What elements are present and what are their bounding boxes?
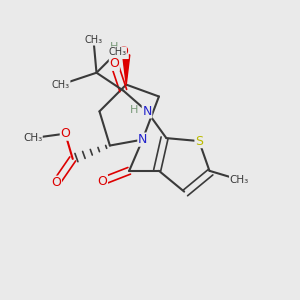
Text: O: O <box>110 57 119 70</box>
Text: N: N <box>138 133 147 146</box>
Text: CH₃: CH₃ <box>23 133 42 143</box>
Text: O: O <box>118 45 128 58</box>
Text: O: O <box>51 176 61 189</box>
Text: N: N <box>142 105 152 118</box>
Text: CH₃: CH₃ <box>108 47 126 57</box>
Text: CH₃: CH₃ <box>52 80 70 90</box>
Text: O: O <box>60 127 70 140</box>
Text: H: H <box>130 105 138 115</box>
Text: CH₃: CH₃ <box>230 175 249 185</box>
Text: O: O <box>98 175 107 188</box>
Polygon shape <box>123 55 130 85</box>
Text: H: H <box>110 43 118 52</box>
Text: S: S <box>195 135 203 148</box>
Text: CH₃: CH₃ <box>85 35 103 45</box>
